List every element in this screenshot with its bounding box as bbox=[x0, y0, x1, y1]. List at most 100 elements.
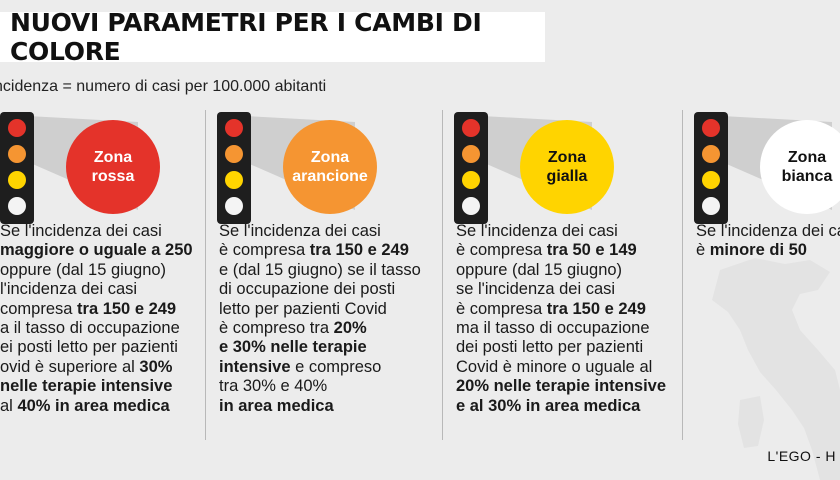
lamp-orange bbox=[702, 145, 720, 163]
lamp-yellow bbox=[702, 171, 720, 189]
description-line: è compreso tra 20% bbox=[219, 319, 459, 338]
bold-text: 20% nelle terapie intensive bbox=[456, 377, 667, 396]
zone-name-line1: Zona bbox=[547, 149, 587, 166]
description-line: se l'incidenza dei casi bbox=[456, 280, 696, 299]
divider bbox=[682, 110, 683, 440]
zone-name-line2: gialla bbox=[546, 168, 588, 185]
text: compresa bbox=[0, 299, 78, 318]
description-line: Covid è minore o uguale al bbox=[456, 358, 696, 377]
zone-badge-white: Zona bianca bbox=[760, 120, 840, 214]
bold-text: tra 150 e 249 bbox=[546, 299, 646, 318]
bold-text: e 30% nelle terapie bbox=[219, 338, 367, 357]
text: ei posti letto per pazienti bbox=[0, 338, 178, 357]
description-line: maggiore o uguale a 250 bbox=[0, 241, 240, 260]
page-title: NUOVI PARAMETRI PER I CAMBI DI COLORE bbox=[10, 8, 482, 66]
bold-text: in area medica bbox=[219, 396, 334, 415]
traffic-light-icon bbox=[454, 112, 488, 224]
lamp-red bbox=[462, 119, 480, 137]
text: l'incidenza dei casi bbox=[0, 280, 138, 299]
description-line: Se l'incidenza dei casi bbox=[219, 222, 459, 241]
text: ovid è superiore al bbox=[0, 357, 140, 376]
bold-text: intensive bbox=[219, 357, 291, 376]
text: Covid è minore o uguale al bbox=[456, 357, 653, 376]
zone-badge-orange: Zona arancione bbox=[283, 120, 377, 214]
description-line: letto per pazienti Covid bbox=[219, 300, 459, 319]
text: Se l'incidenza dei casi bbox=[0, 222, 162, 240]
description-line: è compresa tra 150 e 249 bbox=[456, 300, 696, 319]
description-line: 20% nelle terapie intensive bbox=[456, 377, 696, 396]
zone-name-line1: Zona bbox=[787, 149, 827, 166]
text: è compresa bbox=[219, 241, 310, 260]
description-line: oppure (dal 15 giugno) bbox=[0, 261, 240, 280]
traffic-light-icon bbox=[217, 112, 251, 224]
text: Se l'incidenza dei ca bbox=[696, 222, 840, 240]
zone-column-red: Zona rossa Se l'incidenza dei casi maggio… bbox=[0, 110, 228, 440]
text: è compresa bbox=[456, 299, 547, 318]
description-line: l'incidenza dei casi bbox=[0, 280, 240, 299]
divider bbox=[442, 110, 443, 440]
description-line: e al 30% in area medica bbox=[456, 397, 696, 416]
zone-name-line1: Zona bbox=[93, 149, 133, 166]
text: è bbox=[696, 241, 710, 260]
description-line: ei posti letto per pazienti bbox=[0, 338, 240, 357]
description-line: Se l'incidenza dei ca bbox=[696, 222, 840, 241]
description-line: di occupazione dei posti bbox=[219, 280, 459, 299]
zone-column-yellow: Zona gialla Se l'incidenza dei casi è com… bbox=[442, 110, 682, 440]
bold-text: 30% bbox=[139, 357, 173, 376]
description-line: è compresa tra 150 e 249 bbox=[219, 241, 459, 260]
text: di occupazione dei posti bbox=[219, 280, 396, 299]
description-line: e (dal 15 giugno) se il tasso bbox=[219, 261, 459, 280]
bold-text: tra 50 e 149 bbox=[546, 241, 637, 260]
zone-name-line1: Zona bbox=[310, 149, 350, 166]
lamp-red bbox=[8, 119, 26, 137]
lamp-yellow bbox=[8, 171, 26, 189]
italy-map-icon bbox=[712, 258, 840, 480]
bold-text: tra 150 e 249 bbox=[309, 241, 409, 260]
text: tra 30% e 40% bbox=[219, 377, 328, 396]
text: dei posti letto per pazienti bbox=[456, 338, 644, 357]
text: oppure (dal 15 giugno) bbox=[456, 260, 623, 279]
lamp-white bbox=[225, 197, 243, 215]
bold-text: minore di 50 bbox=[709, 241, 807, 260]
description-line: oppure (dal 15 giugno) bbox=[456, 261, 696, 280]
description-line: a il tasso di occupazione bbox=[0, 319, 240, 338]
description-line: Se l'incidenza dei casi bbox=[0, 222, 240, 241]
credit: L'EGO - H bbox=[767, 448, 836, 464]
text: al bbox=[0, 396, 18, 415]
text: e (dal 15 giugno) se il tasso bbox=[219, 260, 421, 279]
text: letto per pazienti Covid bbox=[219, 299, 387, 318]
lamp-white bbox=[462, 197, 480, 215]
lamp-orange bbox=[462, 145, 480, 163]
title-box: NUOVI PARAMETRI PER I CAMBI DI COLORE bbox=[0, 8, 545, 66]
description-line: e 30% nelle terapie bbox=[219, 338, 459, 357]
zone-name-line2: rossa bbox=[91, 168, 135, 185]
text: e compreso bbox=[290, 357, 382, 376]
text: Se l'incidenza dei casi bbox=[219, 222, 381, 240]
description-line: nelle terapie intensive bbox=[0, 377, 240, 396]
text: a il tasso di occupazione bbox=[0, 319, 180, 338]
lamp-yellow bbox=[225, 171, 243, 189]
divider bbox=[205, 110, 206, 440]
zone-description: Se l'incidenza dei casi maggiore o uguale… bbox=[0, 222, 240, 416]
text: ma il tasso di occupazione bbox=[456, 319, 650, 338]
zone-badge-red: Zona rossa bbox=[66, 120, 160, 214]
lamp-yellow bbox=[462, 171, 480, 189]
zone-badge-yellow: Zona gialla bbox=[520, 120, 614, 214]
bold-text: 40% in area medica bbox=[17, 396, 170, 415]
subtitle: ncidenza = numero di casi per 100.000 ab… bbox=[0, 78, 327, 95]
description-line: Se l'incidenza dei casi bbox=[456, 222, 696, 241]
traffic-light-icon bbox=[0, 112, 34, 224]
text: Se l'incidenza dei casi bbox=[456, 222, 618, 240]
text: se l'incidenza dei casi bbox=[456, 280, 616, 299]
lamp-red bbox=[702, 119, 720, 137]
zone-name-line2: bianca bbox=[781, 168, 833, 185]
zone-column-white: Zona bianca Se l'incidenza dei ca è minor… bbox=[682, 110, 840, 440]
description-line: al 40% in area medica bbox=[0, 397, 240, 416]
bold-text: tra 150 e 249 bbox=[77, 299, 177, 318]
lamp-white bbox=[8, 197, 26, 215]
description-line: ovid è superiore al 30% bbox=[0, 358, 240, 377]
bold-text: 20% bbox=[333, 319, 367, 338]
zone-name-line2: arancione bbox=[292, 168, 368, 185]
text: è compreso tra bbox=[219, 319, 334, 338]
description-line: in area medica bbox=[219, 397, 459, 416]
